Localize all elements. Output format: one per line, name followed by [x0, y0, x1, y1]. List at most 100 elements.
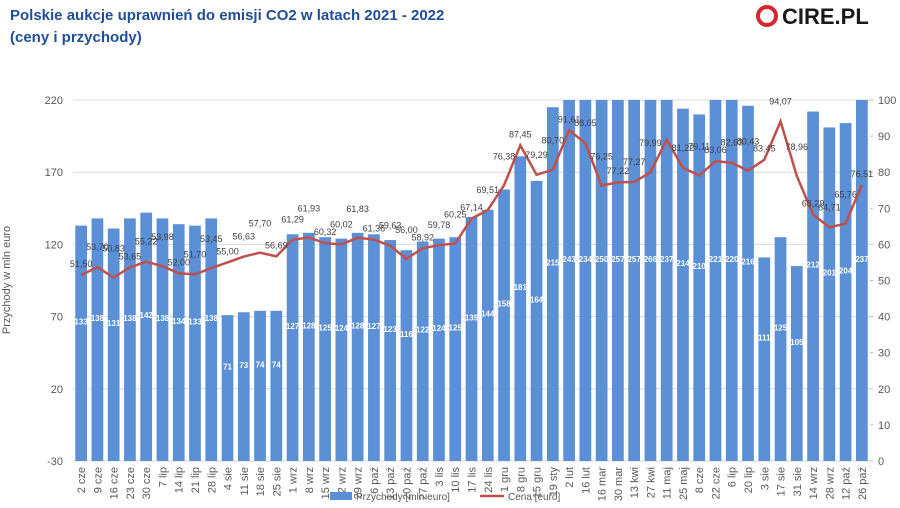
bar	[189, 225, 201, 461]
x-tick-label: 2 cze	[76, 467, 88, 493]
x-tick-label: 31 sie	[792, 467, 804, 496]
bar	[807, 111, 819, 461]
bar-value-label: 124	[335, 324, 349, 333]
bar-value-label: 124	[432, 324, 446, 333]
bar-value-label: 128	[351, 321, 365, 330]
price-label: 65,76	[834, 190, 857, 200]
x-tick-label: 3 sie	[759, 467, 771, 490]
bar	[172, 224, 185, 461]
x-tick-label: 28 wrz	[824, 467, 836, 499]
price-label: 83,06	[704, 145, 727, 155]
bar	[449, 237, 462, 461]
bar	[481, 209, 494, 461]
bar-value-label: 139	[465, 313, 479, 322]
price-label: 61,83	[346, 204, 369, 214]
bar	[400, 250, 413, 461]
price-label: 56,69	[265, 240, 288, 250]
bar	[368, 234, 380, 461]
x-tick-label: 22 wrz	[336, 467, 348, 499]
bar-value-label: 122	[416, 326, 430, 335]
price-label: 81,22	[672, 143, 695, 153]
price-label: 58,92	[411, 232, 434, 242]
bar-value-label: 138	[91, 314, 105, 323]
x-tick-label: 14 lip	[174, 467, 186, 493]
bar	[725, 100, 738, 461]
bar	[107, 228, 120, 461]
price-label: 53,70	[86, 242, 109, 252]
x-tick-label: 9 cze	[92, 467, 104, 493]
x-tick-label: 11 sie	[239, 467, 251, 496]
price-label: 53,65	[119, 251, 142, 261]
price-label: 94,07	[769, 96, 792, 106]
x-tick-label: 1 gru	[499, 467, 511, 492]
bar-value-label: 127	[367, 322, 381, 331]
bar	[693, 114, 706, 461]
bar	[384, 240, 397, 461]
bar-value-label: 138	[205, 314, 219, 323]
x-tick-label: 20 lip	[743, 467, 755, 493]
bar	[579, 100, 592, 461]
y-tick-label: 20	[51, 384, 63, 396]
legend-bar-swatch	[330, 492, 352, 500]
bar-value-label: 131	[107, 319, 121, 328]
bar-value-label: 220	[725, 255, 739, 264]
bar-value-label: 237	[855, 255, 869, 264]
bar	[433, 238, 445, 461]
y2-tick-label: 90	[878, 131, 890, 143]
x-tick-label: 8 gru	[515, 467, 527, 492]
x-tick-label: 11 maj	[662, 467, 674, 499]
price-label: 76,25	[590, 152, 613, 162]
x-tick-label: 28 lip	[206, 467, 218, 493]
bar	[319, 237, 331, 461]
x-tick-label: 27 kwi	[645, 467, 657, 498]
x-tick-label: 21 lip	[190, 467, 202, 493]
x-tick-label: 2 lut	[564, 467, 576, 488]
bar	[823, 127, 836, 461]
price-label: 64,71	[818, 202, 841, 212]
x-tick-label: 26 paź	[857, 467, 869, 500]
bar	[498, 189, 510, 461]
price-label: 61,93	[298, 203, 321, 213]
price-line	[80, 117, 864, 279]
x-tick-label: 24 lis	[483, 467, 495, 493]
x-tick-label: 1 wrz	[288, 467, 300, 493]
bar	[790, 266, 803, 461]
y2-tick-label: 0	[878, 456, 884, 468]
y2-tick-label: 60	[878, 239, 890, 251]
bar	[856, 100, 868, 461]
x-tick-label: 23 cze	[125, 467, 137, 499]
bar-value-label: 127	[286, 322, 300, 331]
price-label: 78,96	[786, 142, 809, 152]
bar	[221, 315, 234, 461]
bar-value-label: 138	[156, 314, 170, 323]
bar	[563, 100, 575, 461]
bar-value-label: 221	[709, 255, 723, 264]
price-label: 61,29	[281, 215, 304, 225]
price-label: 51,50	[70, 259, 93, 269]
y2-tick-label: 20	[878, 384, 890, 396]
y2-tick-label: 70	[878, 203, 890, 215]
bar	[302, 232, 315, 461]
price-label: 68,29	[802, 198, 825, 208]
bar	[156, 218, 169, 461]
price-label: 88,05	[574, 118, 597, 128]
y-tick-label: 220	[45, 95, 63, 107]
bar-value-label: 74	[256, 360, 265, 369]
bar	[75, 225, 87, 461]
bar-value-label: 125	[774, 323, 788, 332]
x-tick-label: 16 lut	[580, 467, 592, 494]
price-label: 82,63	[720, 138, 743, 148]
legend-label: Cena [euro]	[508, 492, 560, 503]
bar	[140, 212, 153, 461]
bar-value-label: 216	[741, 258, 755, 267]
bar	[124, 218, 136, 461]
bar-value-label: 243	[562, 255, 576, 264]
x-tick-label: 4 sie	[223, 467, 235, 490]
y-tick-label: 70	[51, 312, 63, 324]
bar-value-label: 266	[644, 255, 658, 264]
price-label: 77,27	[623, 157, 646, 167]
x-tick-label: 25 sie	[271, 467, 283, 496]
price-label: 91,61	[558, 114, 581, 124]
price-label: 79,11	[688, 141, 710, 151]
bar	[205, 218, 218, 461]
